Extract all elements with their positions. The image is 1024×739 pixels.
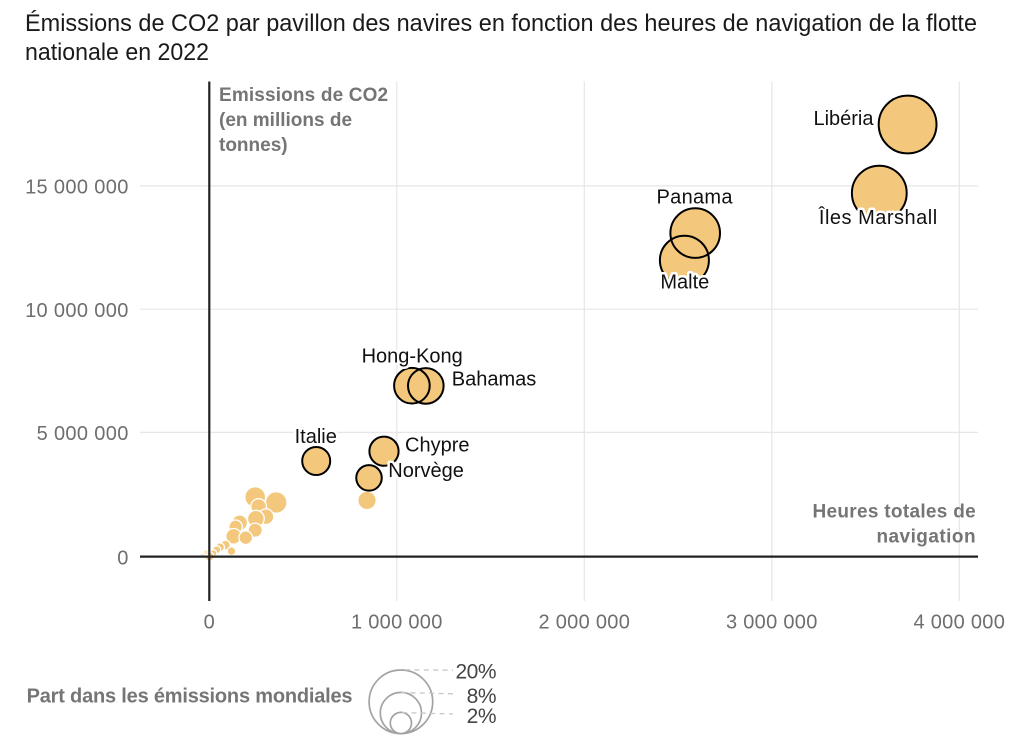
svg-text:Bahamas: Bahamas [452, 368, 537, 390]
svg-text:navigation: navigation [876, 527, 976, 548]
svg-text:Italie: Italie [295, 426, 337, 448]
svg-text:1 000 000: 1 000 000 [351, 612, 443, 634]
svg-text:Émissions de CO2 par pavillon: Émissions de CO2 par pavillon des navire… [25, 10, 977, 37]
svg-text:2 000 000: 2 000 000 [538, 612, 630, 634]
svg-text:Panama: Panama [657, 186, 734, 208]
svg-text:3 000 000: 3 000 000 [726, 612, 818, 634]
svg-text:Emissions de CO2: Emissions de CO2 [219, 85, 388, 106]
svg-text:0: 0 [117, 547, 128, 569]
svg-text:Chypre: Chypre [405, 435, 469, 457]
svg-text:0: 0 [204, 612, 215, 634]
svg-text:Heures totales de: Heures totales de [813, 502, 977, 523]
svg-text:5 000 000: 5 000 000 [37, 423, 129, 445]
svg-text:10 000 000: 10 000 000 [25, 300, 129, 322]
svg-text:Libéria: Libéria [813, 108, 874, 130]
svg-text:Part dans les émissions mondia: Part dans les émissions mondiales [27, 685, 353, 707]
svg-text:Norvège: Norvège [388, 460, 464, 482]
svg-text:tonnes): tonnes) [219, 135, 288, 156]
svg-text:15 000 000: 15 000 000 [25, 177, 129, 199]
svg-text:8%: 8% [467, 685, 496, 708]
svg-text:20%: 20% [455, 660, 496, 683]
svg-text:4 000 000: 4 000 000 [913, 612, 1005, 634]
svg-text:2%: 2% [467, 705, 496, 728]
svg-text:(en millions de: (en millions de [219, 110, 352, 131]
svg-text:Îles Marshall: Îles Marshall [818, 206, 938, 229]
svg-text:Hong-Kong: Hong-Kong [362, 345, 463, 367]
svg-text:Malte: Malte [660, 272, 709, 294]
svg-text:nationale en 2022: nationale en 2022 [25, 39, 209, 66]
